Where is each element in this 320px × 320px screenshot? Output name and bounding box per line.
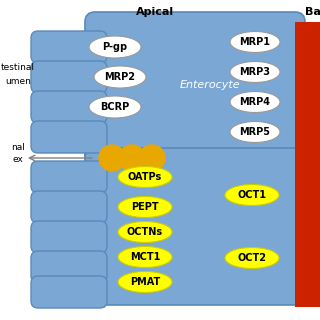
Text: OCT2: OCT2 (237, 253, 267, 263)
FancyBboxPatch shape (31, 191, 107, 223)
Text: testinal: testinal (1, 63, 35, 73)
Text: P-gp: P-gp (102, 42, 128, 52)
Text: MCT1: MCT1 (130, 252, 160, 262)
FancyBboxPatch shape (31, 61, 107, 93)
Ellipse shape (89, 96, 141, 118)
Ellipse shape (230, 122, 280, 142)
Text: Basolat: Basolat (305, 7, 320, 17)
Text: MRP4: MRP4 (239, 97, 270, 107)
FancyBboxPatch shape (31, 91, 107, 123)
FancyBboxPatch shape (85, 12, 305, 168)
Ellipse shape (118, 271, 172, 292)
Ellipse shape (230, 61, 280, 83)
Ellipse shape (118, 221, 172, 243)
Ellipse shape (225, 247, 279, 268)
FancyBboxPatch shape (31, 161, 107, 193)
Ellipse shape (118, 246, 172, 268)
Circle shape (99, 145, 125, 171)
Text: OATPs: OATPs (128, 172, 162, 182)
FancyBboxPatch shape (31, 251, 107, 283)
Ellipse shape (230, 92, 280, 113)
Ellipse shape (230, 31, 280, 52)
Text: MRP2: MRP2 (105, 72, 135, 82)
Ellipse shape (225, 185, 279, 205)
Text: MRP3: MRP3 (239, 67, 270, 77)
FancyBboxPatch shape (31, 121, 107, 153)
Text: ex: ex (12, 156, 23, 164)
Text: BCRP: BCRP (100, 102, 130, 112)
Text: PEPT: PEPT (131, 202, 159, 212)
Text: OCTNs: OCTNs (127, 227, 163, 237)
Text: Apical: Apical (136, 7, 174, 17)
Bar (295, 22, 320, 307)
Circle shape (139, 145, 165, 171)
Text: PMAT: PMAT (130, 277, 160, 287)
Ellipse shape (118, 196, 172, 218)
Circle shape (119, 145, 145, 171)
Ellipse shape (94, 66, 146, 88)
FancyBboxPatch shape (31, 221, 107, 253)
Text: nal: nal (11, 143, 25, 153)
Text: MRP1: MRP1 (239, 37, 270, 47)
FancyBboxPatch shape (31, 31, 107, 63)
Ellipse shape (89, 36, 141, 58)
FancyBboxPatch shape (85, 148, 305, 305)
Text: Enterocyte: Enterocyte (180, 80, 240, 90)
Text: umen: umen (5, 77, 31, 86)
Ellipse shape (118, 166, 172, 188)
Text: MRP5: MRP5 (239, 127, 270, 137)
Text: OCT1: OCT1 (237, 190, 267, 200)
FancyBboxPatch shape (31, 276, 107, 308)
